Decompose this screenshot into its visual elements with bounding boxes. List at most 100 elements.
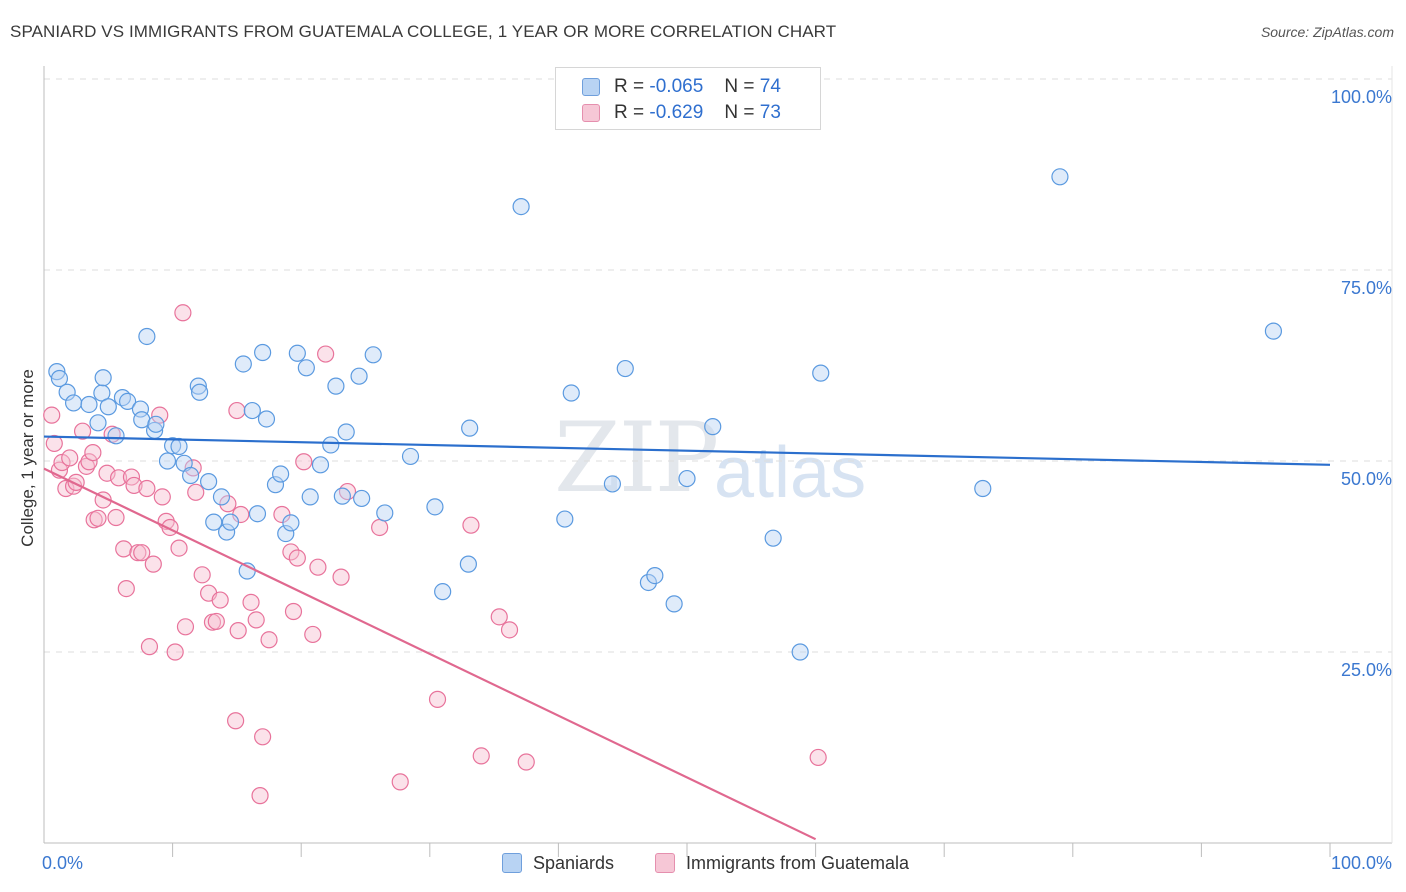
spaniard-point [191, 383, 209, 401]
spaniard-point [301, 488, 319, 506]
swatch-blue-icon [502, 853, 522, 873]
guatemala-point [207, 612, 225, 631]
spaniard-point [791, 643, 809, 661]
y-tick-25: 25.0% [1340, 660, 1392, 680]
guatemala-point [61, 449, 79, 467]
guatemala-point [284, 602, 303, 621]
trend-guatemala [43, 467, 817, 841]
guatemala-point [77, 457, 96, 475]
spaniard-point [562, 384, 580, 402]
spaniard-point [333, 487, 351, 505]
guatemala-point [144, 555, 162, 573]
guatemala-point [251, 787, 269, 805]
spaniard-point [254, 343, 272, 362]
watermark-atlas: atlas [714, 433, 867, 513]
guatemala-point [809, 748, 827, 767]
guatemala-point [117, 579, 135, 598]
spaniard-point [512, 197, 530, 216]
spaniard-point [282, 514, 300, 532]
spaniard-point [639, 573, 658, 592]
spaniard-point [48, 363, 66, 381]
guatemala-point [295, 453, 313, 471]
guatemala-point [125, 476, 143, 495]
spaniard-point [138, 327, 156, 346]
guatemala-point [174, 304, 192, 322]
guatemala-point [166, 643, 184, 661]
spaniard-point [205, 513, 223, 531]
guatemala-point [490, 608, 508, 626]
guatemala-point [338, 482, 357, 501]
axes [43, 66, 1393, 857]
spaniard-point [812, 364, 830, 382]
source-note: Source: ZipAtlas.com [1260, 24, 1394, 40]
spaniard-point [1264, 322, 1283, 340]
y-axis-label: College, 1 year or more [18, 369, 37, 547]
spaniard-point [277, 524, 295, 543]
r-value: -0.065 [649, 76, 704, 97]
trend-lines [43, 435, 1331, 841]
swatch-blue-icon [582, 78, 600, 96]
spaniard-point [234, 355, 252, 373]
guatemala-point [187, 483, 205, 501]
spaniard-point [974, 479, 992, 498]
spaniard-point [459, 555, 477, 573]
guatemala-point [129, 544, 147, 562]
x-tick-0: 0.0% [42, 853, 84, 873]
guatemala-point [332, 568, 350, 586]
guatemala-point [282, 543, 300, 561]
series-spaniards-points [48, 168, 1283, 661]
spaniard-point [665, 595, 683, 613]
y-tick-50: 50.0% [1340, 469, 1392, 489]
spaniard-point [248, 505, 267, 523]
spaniard-point [764, 529, 782, 547]
r-label: R = [614, 76, 645, 97]
spaniard-point [350, 367, 368, 385]
spaniard-point [297, 359, 315, 377]
spaniard-point [364, 346, 382, 364]
spaniard-point [182, 466, 200, 485]
guatemala-point [151, 406, 169, 424]
spaniard-point [80, 395, 98, 414]
guatemala-point [170, 539, 188, 557]
spaniard-point [288, 344, 306, 362]
guatemala-point [176, 618, 195, 636]
guatemala-point [43, 406, 61, 424]
guatemala-point [138, 479, 156, 498]
swatch-pink-icon [582, 104, 600, 122]
trend-spaniards [43, 435, 1331, 466]
guatemala-point [84, 443, 102, 462]
guatemala-point [45, 434, 63, 453]
n-label: N = [724, 102, 755, 123]
spaniard-point [556, 510, 574, 528]
spaniard-point [200, 473, 218, 491]
guatemala-point [517, 753, 535, 771]
r-label: R = [614, 102, 645, 123]
guatemala-point [428, 690, 447, 708]
spaniard-point [218, 523, 236, 541]
spaniard-point [164, 437, 182, 455]
guatemala-point [288, 549, 306, 567]
spaniard-point [107, 427, 125, 445]
guatemala-point [193, 566, 211, 584]
n-value: 73 [759, 102, 781, 123]
guatemala-point [115, 540, 133, 558]
guatemala-point [89, 509, 107, 527]
n-value: 74 [759, 76, 781, 97]
series-guatemala-points [43, 304, 827, 805]
spaniard-point [353, 489, 371, 508]
spaniard-point [147, 415, 165, 433]
spaniard-point [426, 498, 444, 516]
guatemala-point [391, 773, 409, 791]
spaniard-point [94, 369, 112, 387]
spaniard-point [50, 369, 69, 388]
x-tick-100: 100.0% [1330, 853, 1392, 873]
spaniard-point [99, 398, 117, 416]
spaniard-point [58, 383, 76, 401]
swatch-pink-icon [655, 853, 675, 873]
y-tick-75: 75.0% [1340, 278, 1392, 298]
spaniard-point [1051, 168, 1069, 186]
spaniard-point [212, 488, 231, 506]
guatemala-point [219, 495, 237, 513]
guatemala-point [242, 593, 260, 611]
